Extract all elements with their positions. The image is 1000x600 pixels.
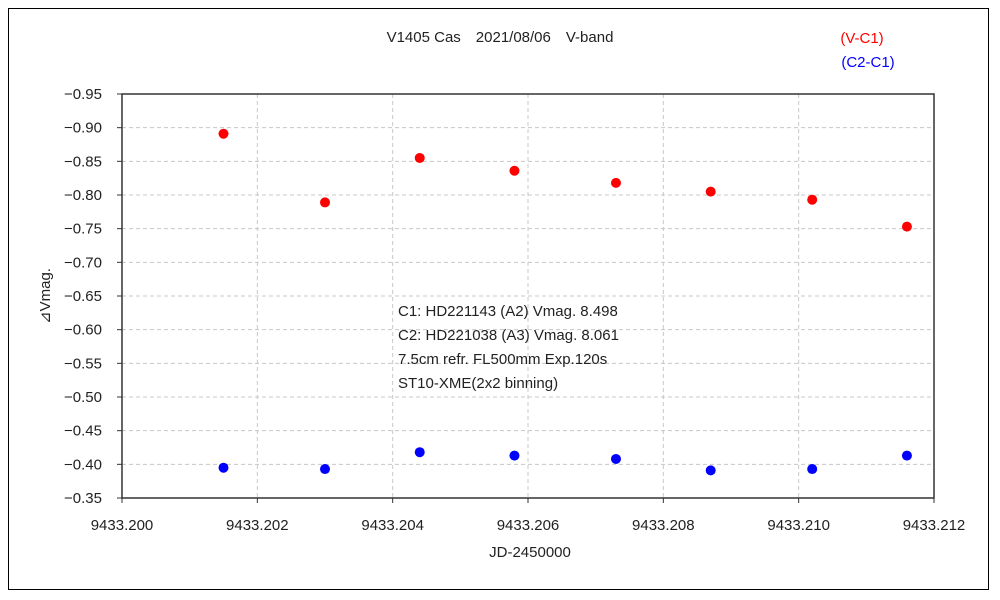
c2-c1-point xyxy=(610,453,621,464)
c2-c1-point xyxy=(509,450,520,461)
y-tick-label: −0.60 xyxy=(64,322,102,339)
v-c1-point xyxy=(509,165,520,176)
c2-c1-point xyxy=(705,465,716,476)
x-tick-label: 9433.202 xyxy=(226,517,289,534)
y-tick-label: −0.55 xyxy=(64,355,102,372)
y-tick-label: −0.50 xyxy=(64,389,102,406)
y-tick-label: −0.95 xyxy=(64,86,102,103)
c2-c1-point xyxy=(320,464,330,475)
annotation-c2: C2: HD221038 (A3) Vmag. 8.061 xyxy=(398,327,619,344)
annotation-camera: ST10-XME(2x2 binning) xyxy=(398,375,558,392)
x-tick-label: 9433.210 xyxy=(767,517,830,534)
c2-c1-point xyxy=(218,462,229,473)
v-c1-point xyxy=(901,221,912,232)
legend-v-c1: (V-C1) xyxy=(840,30,883,47)
y-tick-label: −0.40 xyxy=(64,456,102,473)
y-tick-label: −0.80 xyxy=(64,187,102,204)
x-tick-label: 9433.204 xyxy=(361,517,424,534)
y-axis-label: ⊿Vmag. xyxy=(37,268,54,324)
c2-c1-point xyxy=(901,450,912,461)
c2-c1-point xyxy=(807,464,818,475)
v-c1-point xyxy=(610,177,621,188)
v-c1-point xyxy=(414,152,425,163)
legend-c2-c1: (C2-C1) xyxy=(841,54,894,71)
y-tick-label: −0.90 xyxy=(64,120,102,137)
y-tick-label: −0.35 xyxy=(64,490,102,507)
v-c1-point xyxy=(705,186,716,197)
x-tick-label: 9433.206 xyxy=(497,517,560,534)
chart-frame xyxy=(8,8,989,590)
x-tick-label: 9433.208 xyxy=(632,517,695,534)
x-tick-label: 9433.200 xyxy=(91,517,154,534)
y-tick-label: −0.70 xyxy=(64,254,102,271)
x-tick-label: 9433.212 xyxy=(903,517,966,534)
annotation-c1: C1: HD221143 (A2) Vmag. 8.498 xyxy=(398,303,618,320)
annotation-telescope: 7.5cm refr. FL500mm Exp.120s xyxy=(398,351,607,368)
y-tick-label: −0.85 xyxy=(64,153,102,170)
y-tick-label: −0.45 xyxy=(64,423,102,440)
c2-c1-point xyxy=(414,447,425,458)
v-c1-point xyxy=(320,197,330,208)
v-c1-point xyxy=(807,194,818,205)
y-tick-label: −0.65 xyxy=(64,288,102,305)
y-tick-label: −0.75 xyxy=(64,221,102,238)
x-axis-label: JD-2450000 xyxy=(489,544,571,561)
v-c1-point xyxy=(218,128,229,139)
chart-title: V1405 Cas 2021/08/06 V-band xyxy=(387,29,614,46)
